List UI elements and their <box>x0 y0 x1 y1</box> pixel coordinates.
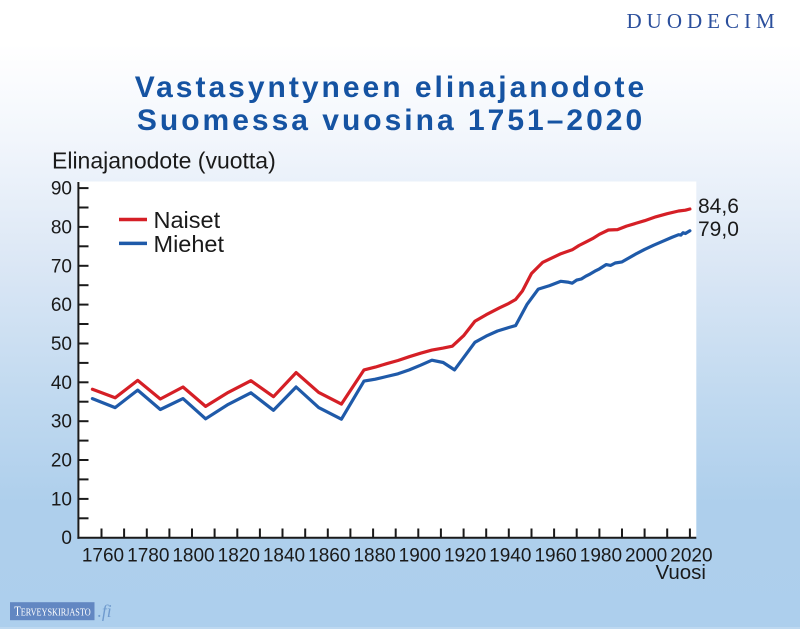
svg-text:84,6: 84,6 <box>698 195 739 218</box>
svg-text:Vuosi: Vuosi <box>655 561 706 584</box>
svg-text:DUODECIM: DUODECIM <box>627 9 780 33</box>
svg-text:TERVEYSKIRJASTO: TERVEYSKIRJASTO <box>14 603 91 618</box>
svg-text:1800: 1800 <box>172 546 214 567</box>
svg-text:70: 70 <box>51 256 72 277</box>
svg-text:1960: 1960 <box>534 546 576 567</box>
svg-text:30: 30 <box>51 412 72 433</box>
svg-text:2000: 2000 <box>625 546 667 567</box>
svg-text:1980: 1980 <box>580 546 622 567</box>
svg-text:1880: 1880 <box>353 546 395 567</box>
svg-text:Elinajanodote (vuotta): Elinajanodote (vuotta) <box>52 148 276 174</box>
svg-text:20: 20 <box>51 451 72 472</box>
svg-text:.fi: .fi <box>98 601 112 621</box>
svg-text:1860: 1860 <box>308 546 350 567</box>
svg-text:Naiset: Naiset <box>154 207 221 233</box>
svg-text:80: 80 <box>51 217 72 238</box>
svg-text:1940: 1940 <box>489 546 531 567</box>
svg-text:2020: 2020 <box>670 546 712 567</box>
svg-text:10: 10 <box>51 489 72 510</box>
svg-text:40: 40 <box>51 373 72 394</box>
svg-text:79,0: 79,0 <box>698 218 739 241</box>
svg-text:1780: 1780 <box>127 546 169 567</box>
svg-text:60: 60 <box>51 295 72 316</box>
svg-text:1920: 1920 <box>444 546 486 567</box>
svg-text:90: 90 <box>51 179 72 200</box>
svg-text:0: 0 <box>61 528 72 549</box>
svg-text:Suomessa vuosina 1751–2020: Suomessa vuosina 1751–2020 <box>137 104 645 137</box>
svg-text:50: 50 <box>51 334 72 355</box>
svg-text:1820: 1820 <box>218 546 260 567</box>
svg-text:1840: 1840 <box>263 546 305 567</box>
svg-text:1900: 1900 <box>399 546 441 567</box>
svg-text:Miehet: Miehet <box>154 231 225 257</box>
svg-text:Vastasyntyneen elinajanodote: Vastasyntyneen elinajanodote <box>135 71 647 104</box>
svg-text:1760: 1760 <box>82 546 124 567</box>
